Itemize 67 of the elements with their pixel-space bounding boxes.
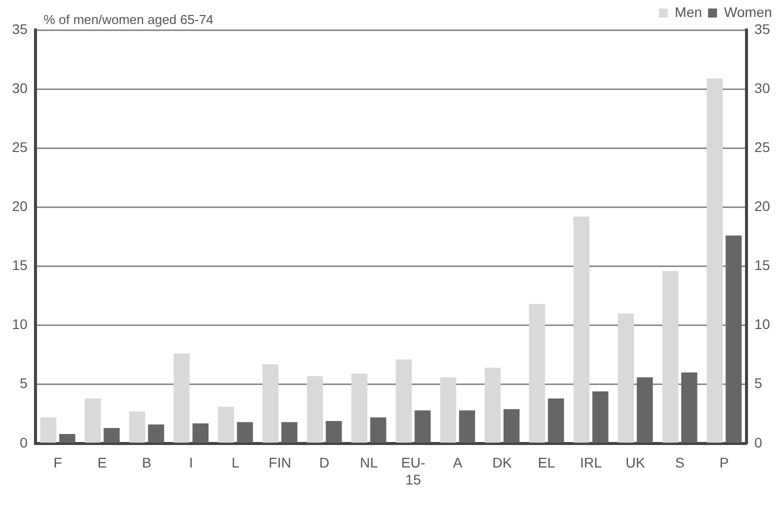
y-tick-label: 10 xyxy=(12,316,28,332)
bar xyxy=(592,391,608,443)
y2-tick-label: 10 xyxy=(754,316,770,332)
y2-tick-label: 5 xyxy=(754,375,762,392)
bar xyxy=(370,417,386,443)
y-tick-label: 5 xyxy=(20,375,28,392)
y-tick-label: 30 xyxy=(12,80,28,96)
y2-tick-label: 30 xyxy=(754,80,770,96)
bar xyxy=(414,410,431,443)
bar xyxy=(236,422,253,443)
x-tick-label: A xyxy=(452,454,463,471)
bar xyxy=(40,417,56,443)
bar xyxy=(218,406,234,443)
y2-tick-label: 20 xyxy=(754,198,770,214)
bar xyxy=(548,398,564,443)
bar xyxy=(618,313,634,443)
x-tick-label: DK xyxy=(492,454,512,471)
bar xyxy=(726,236,742,443)
bar xyxy=(192,423,209,443)
bar xyxy=(281,422,298,443)
bar xyxy=(59,434,76,443)
bar xyxy=(104,428,120,443)
x-tick-label: IRL xyxy=(580,454,602,471)
bar xyxy=(459,410,476,443)
x-tick-label: E xyxy=(98,454,107,471)
y2-tick-label: 35 xyxy=(754,20,770,37)
bar xyxy=(174,354,190,443)
x-tick-label: B xyxy=(142,454,152,471)
bar xyxy=(351,374,368,443)
x-tick-label: L xyxy=(232,454,240,471)
bar xyxy=(84,398,101,443)
x-tick-label: P xyxy=(720,454,729,471)
legend-label: Men xyxy=(674,4,702,20)
x-tick-label: I xyxy=(189,454,194,471)
bar xyxy=(636,377,653,443)
bar xyxy=(484,368,501,443)
x-tick-label: F xyxy=(54,454,62,471)
y2-tick-label: 25 xyxy=(754,138,770,155)
x-tick-label: S xyxy=(675,454,684,471)
y-tick-label: 15 xyxy=(12,257,28,274)
bar xyxy=(503,409,520,443)
bar xyxy=(396,360,412,443)
x-tick-label: NL xyxy=(360,454,378,471)
bar xyxy=(662,270,678,443)
bar xyxy=(129,412,146,443)
y-tick-label: 0 xyxy=(20,434,28,450)
bar xyxy=(262,364,279,443)
x-tick-label: D xyxy=(319,454,330,471)
bar xyxy=(306,376,323,443)
bar xyxy=(440,377,456,443)
x-tick-label: UK xyxy=(626,454,646,471)
bar xyxy=(573,216,590,443)
bar xyxy=(326,420,342,443)
bar xyxy=(529,304,546,443)
bar xyxy=(681,372,698,443)
bar xyxy=(148,424,164,443)
legend-label: Women xyxy=(724,4,772,20)
bar xyxy=(706,78,723,443)
y-axis-title: % of men/women aged 65-74 xyxy=(44,12,214,28)
x-tick-label: FIN xyxy=(268,454,292,471)
y-tick-label: 20 xyxy=(12,198,28,214)
x-tick-label: EU-15 xyxy=(401,454,426,488)
y2-tick-label: 15 xyxy=(754,257,770,274)
x-tick-label: EL xyxy=(538,454,556,471)
y2-tick-label: 0 xyxy=(754,434,762,450)
y-tick-label: 35 xyxy=(12,20,28,37)
y-tick-label: 25 xyxy=(12,138,28,155)
